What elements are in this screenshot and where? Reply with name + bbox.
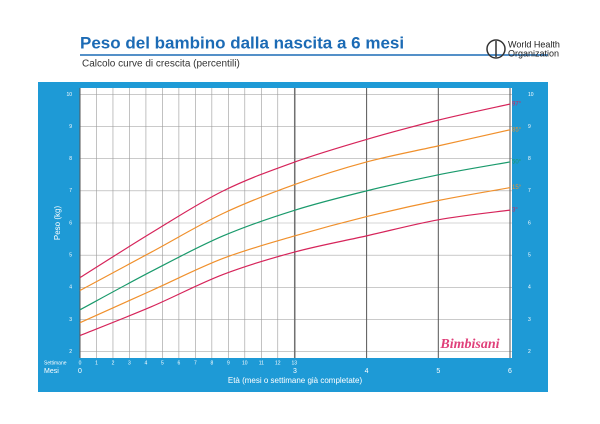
percentile-line	[79, 187, 511, 324]
y-tick-label: 9	[69, 124, 72, 130]
x-tick-label: 0	[79, 360, 82, 366]
x-tick-label: 1	[95, 360, 98, 366]
y-tick-label: 7	[69, 188, 72, 194]
y-tick-label: 6	[528, 220, 531, 226]
percentile-line	[79, 161, 511, 311]
x-tick-label: 6	[177, 360, 180, 366]
x-tick-label: 11	[259, 360, 264, 366]
percentile-line	[79, 103, 511, 279]
x-tick-label: 9	[227, 360, 230, 366]
month-tick-label: 3	[293, 368, 297, 375]
y-tick-label: 3	[528, 317, 531, 323]
month-row-label: Mesi	[44, 368, 59, 375]
y-tick-label: 4	[69, 285, 72, 291]
y-tick-label: 10	[528, 92, 534, 98]
x-axis-label: Età (mesi o settimane già completate)	[228, 376, 363, 385]
org-name: Organization	[508, 48, 559, 58]
x-tick-label: 7	[194, 360, 197, 366]
y-tick-label: 7	[528, 188, 531, 194]
month-tick-label: 5	[436, 368, 440, 375]
legend-label: 97°	[512, 102, 522, 108]
y-tick-label: 4	[528, 285, 531, 291]
y-tick-label: 8	[69, 156, 72, 162]
month-tick-label: 6	[508, 368, 512, 375]
who-logo: World Health Organization	[486, 39, 560, 59]
month-tick-label: 4	[365, 368, 369, 375]
y-tick-label: 5	[69, 252, 72, 258]
x-tick-label: 12	[275, 360, 281, 366]
y-axis-label: Peso (kg)	[53, 206, 62, 241]
legend-label: 50°	[512, 160, 522, 166]
x-tick-label: 8	[210, 360, 213, 366]
chart-title: Peso del bambino dalla nascita a 6 mesi	[80, 33, 404, 52]
x-tick-label: 3	[128, 360, 131, 366]
y-tick-label: 2	[528, 349, 531, 355]
percentile-line	[79, 209, 511, 337]
watermark: Bimbisani	[439, 337, 499, 352]
percentile-line	[79, 129, 511, 292]
y-tick-label: 3	[69, 317, 72, 323]
week-row-label: Settimane	[44, 360, 67, 366]
y-tick-label: 8	[528, 156, 531, 162]
x-tick-label: 13	[291, 360, 297, 366]
org-name: World Health	[508, 39, 560, 49]
y-tick-label: 2	[69, 349, 72, 355]
x-tick-label: 2	[112, 360, 115, 366]
legend-label: 3°	[512, 208, 518, 214]
x-tick-label: 10	[242, 360, 248, 366]
legend-label: 15°	[512, 185, 522, 191]
legend-label: 85°	[512, 127, 522, 133]
y-tick-label: 5	[528, 252, 531, 258]
y-tick-label: 6	[69, 220, 72, 226]
x-tick-label: 5	[161, 360, 164, 366]
x-tick-label: 4	[145, 360, 148, 366]
month-tick-label: 0	[78, 368, 82, 375]
y-tick-label: 10	[66, 92, 72, 98]
chart-subtitle: Calcolo curve di crescita (percentili)	[82, 59, 240, 70]
y-tick-label: 9	[528, 124, 531, 130]
